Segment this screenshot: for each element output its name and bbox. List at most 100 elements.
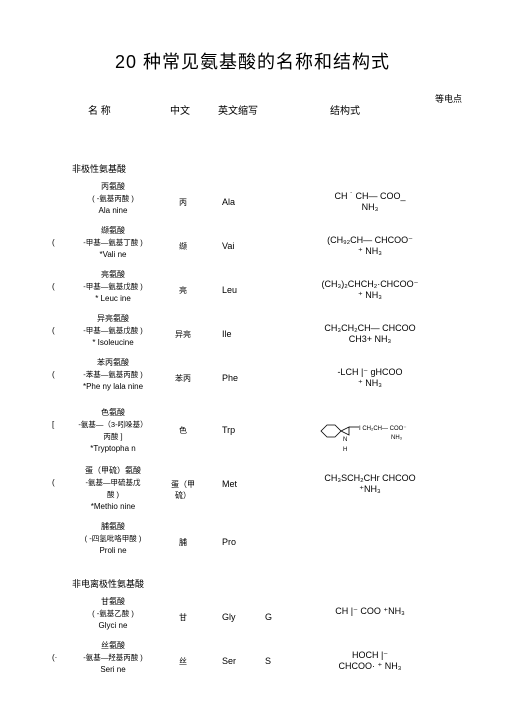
struct-line2: ⁺NH₃ bbox=[295, 484, 445, 495]
bracket-icon: ( bbox=[52, 370, 55, 379]
struct-line1: (CH₃)₂CHCH₂·CHCOO⁻ bbox=[295, 279, 445, 290]
svg-text:H: H bbox=[343, 447, 347, 453]
name-block: 丝氨酸-氨基—羟基丙酸 )Seri ne bbox=[58, 640, 168, 676]
header-name: 名 称 bbox=[88, 102, 111, 117]
struct-cell: CH₃CH₂CH— CHCOOCH3+ NH₃ bbox=[295, 323, 445, 345]
amino-main: 丙氨酸 bbox=[58, 181, 168, 193]
struct-line2: CH3+ NH₃ bbox=[295, 334, 445, 345]
name-block: 蛋（甲硫）氨酸-氨基—甲硫基戊酸 )*Methio nine bbox=[58, 465, 168, 513]
struct-line1: CH ˙ CH— COO_ bbox=[295, 191, 445, 202]
table-row: 甘氨酸( -氨基乙酸 )Glyci ne甘 Gly G CH |⁻ COO ⁺NH₃ bbox=[0, 596, 505, 638]
category-1: 非极性氨基酸 bbox=[72, 162, 505, 175]
svg-text:N: N bbox=[343, 437, 347, 443]
amino-main: 脯氨酸 bbox=[58, 521, 168, 533]
struct-cell: (CH₉₂CH— CHCOO⁻⁺ NH₃ bbox=[295, 235, 445, 257]
name-block: 丙氨酸( -氨基丙酸 )Ala nine bbox=[58, 181, 168, 217]
name-block: 异亮氨酸-甲基—氨基戊酸 )* Isoleucine bbox=[58, 313, 168, 349]
amino-en: Proli ne bbox=[58, 545, 168, 557]
zh-cell: 甘 bbox=[168, 612, 198, 623]
struct-line1: -LCH |⁻ gHCOO bbox=[295, 367, 445, 378]
amino-sub: ( -氨基乙酸 ) bbox=[58, 608, 168, 620]
amino-sub: -氨基—（3-吲哚基） bbox=[58, 419, 168, 431]
abbr-cell: Leu bbox=[222, 285, 237, 295]
abbr-cell: Pro bbox=[222, 537, 236, 547]
struct-cell: HOCH |⁻CHCOO· ⁺ NH₃ bbox=[295, 650, 445, 672]
letter-cell: G bbox=[265, 612, 272, 622]
zh-cell: 亮 bbox=[168, 285, 198, 296]
table-row: (·丝氨酸-氨基—羟基丙酸 )Seri ne丝 Ser S HOCH |⁻CHCOO·… bbox=[0, 640, 505, 682]
category-2: 非电离极性氨基酸 bbox=[72, 577, 505, 590]
amino-en: *Tryptopha n bbox=[58, 443, 168, 455]
abbr-cell: Ile bbox=[222, 329, 232, 339]
zh-cell: 色 bbox=[168, 425, 198, 436]
struct-cell: CH ˙ CH— COO_NH₃ bbox=[295, 191, 445, 213]
abbr-cell: Phe bbox=[222, 373, 238, 383]
bracket-icon: ( bbox=[52, 326, 55, 335]
struct-cell: (CH₃)₂CHCH₂·CHCOO⁻⁺ NH₃ bbox=[295, 279, 445, 301]
struct-line2: CHCOO· ⁺ NH₃ bbox=[295, 661, 445, 672]
struct-cell: CH₃SCH₂CHr CHCOO⁺NH₃ bbox=[295, 473, 445, 495]
amino-sub2: 丙酸 ] bbox=[58, 431, 168, 443]
table-row: 丙氨酸( -氨基丙酸 )Ala nine丙AlaCH ˙ CH— COO_NH₃ bbox=[0, 181, 505, 223]
abbr-cell: Trp bbox=[222, 425, 235, 435]
amino-main: 色氨酸 bbox=[58, 407, 168, 419]
abbr-cell: Vai bbox=[222, 241, 234, 251]
zh-cell: 苯丙 bbox=[168, 373, 198, 384]
abbr-cell: Ser bbox=[222, 656, 236, 666]
table-row: (蛋（甲硫）氨酸-氨基—甲硫基戊酸 )*Methio nine蛋（甲硫） Met C… bbox=[0, 465, 505, 519]
name-block: 色氨酸-氨基—（3-吲哚基）丙酸 ]*Tryptopha n bbox=[58, 407, 168, 455]
amino-en: *Phe ny lala nine bbox=[58, 381, 168, 393]
zh-cell: 蛋（甲硫） bbox=[168, 479, 198, 501]
amino-sub: -甲基—氨基戊酸 ) bbox=[58, 325, 168, 337]
amino-sub: -苯基—氨基丙酸 ) bbox=[58, 369, 168, 381]
struct-line2: ⁺ NH₃ bbox=[295, 290, 445, 301]
svg-text:NH₃: NH₃ bbox=[391, 435, 403, 441]
zh-cell: 异亮 bbox=[168, 329, 198, 340]
struct-line1: CH₃CH₂CH— CHCOO bbox=[295, 323, 445, 334]
amino-main: 苯丙氨酸 bbox=[58, 357, 168, 369]
header-struct: 结构式 bbox=[330, 102, 360, 117]
struct-line2: ⁺ NH₃ bbox=[295, 246, 445, 257]
tryptophan-structure-icon: I CH₂CH— COO⁻ NH₃ NH bbox=[315, 419, 425, 455]
letter-cell: S bbox=[265, 656, 271, 666]
name-block: 亮氨酸-甲基—氨基戊酸 )* Leuc ine bbox=[58, 269, 168, 305]
abbr-cell: Gly bbox=[222, 612, 236, 622]
table-body: 非极性氨基酸 丙氨酸( -氨基丙酸 )Ala nine丙AlaCH ˙ CH— … bbox=[0, 152, 505, 684]
amino-en: *Methio nine bbox=[58, 501, 168, 513]
header-abbr: 英文缩写 bbox=[218, 102, 258, 117]
bracket-icon: ( bbox=[52, 478, 55, 487]
struct-line1: CH |⁻ COO ⁺NH₃ bbox=[295, 606, 445, 617]
amino-sub: -氨基—甲硫基戊 bbox=[58, 477, 168, 489]
page-title: 20 种常见氨基酸的名称和结构式 bbox=[0, 0, 505, 74]
amino-en: Glyci ne bbox=[58, 620, 168, 632]
header-iso: 等电点 bbox=[435, 92, 462, 105]
amino-sub: -甲基—氨基丁酸 ) bbox=[58, 237, 168, 249]
struct-cell: I CH₂CH— COO⁻ NH₃ NH bbox=[295, 419, 445, 458]
amino-main: 蛋（甲硫）氨酸 bbox=[58, 465, 168, 477]
amino-sub2: 酸 ) bbox=[58, 489, 168, 501]
table-row: 脯氨酸( -四氢吡咯甲酸 )Proli ne脯Pro bbox=[0, 521, 505, 563]
zh-cell: 丝 bbox=[168, 656, 198, 667]
amino-sub: -甲基—氨基戊酸 ) bbox=[58, 281, 168, 293]
svg-text:I CH₂CH— COO⁻: I CH₂CH— COO⁻ bbox=[359, 426, 407, 432]
struct-cell: -LCH |⁻ gHCOO⁺ NH₃ bbox=[295, 367, 445, 389]
bracket-icon: ( bbox=[52, 282, 55, 291]
amino-en: *Vali ne bbox=[58, 249, 168, 261]
amino-en: Ala nine bbox=[58, 205, 168, 217]
amino-sub: ( -氨基丙酸 ) bbox=[58, 193, 168, 205]
table-row: [色氨酸-氨基—（3-吲哚基）丙酸 ]*Tryptopha n色TrpI CH₂… bbox=[0, 407, 505, 463]
struct-line1: (CH₉₂CH— CHCOO⁻ bbox=[295, 235, 445, 246]
amino-main: 丝氨酸 bbox=[58, 640, 168, 652]
table-row: (缬氨酸-甲基—氨基丁酸 )*Vali ne缬Vai(CH₉₂CH— CHCOO… bbox=[0, 225, 505, 267]
amino-sub: -氨基—羟基丙酸 ) bbox=[58, 652, 168, 664]
bracket-icon: ( bbox=[52, 238, 55, 247]
name-block: 缬氨酸-甲基—氨基丁酸 )*Vali ne bbox=[58, 225, 168, 261]
name-block: 苯丙氨酸-苯基—氨基丙酸 )*Phe ny lala nine bbox=[58, 357, 168, 393]
table-row: (异亮氨酸-甲基—氨基戊酸 )* Isoleucine异亮 Ile CH₃CH₂CH… bbox=[0, 313, 505, 355]
amino-en: * Leuc ine bbox=[58, 293, 168, 305]
struct-cell: CH |⁻ COO ⁺NH₃ bbox=[295, 606, 445, 617]
name-block: 甘氨酸( -氨基乙酸 )Glyci ne bbox=[58, 596, 168, 632]
amino-en: Seri ne bbox=[58, 664, 168, 676]
abbr-cell: Met bbox=[222, 479, 237, 489]
bracket-icon: (· bbox=[52, 653, 57, 662]
